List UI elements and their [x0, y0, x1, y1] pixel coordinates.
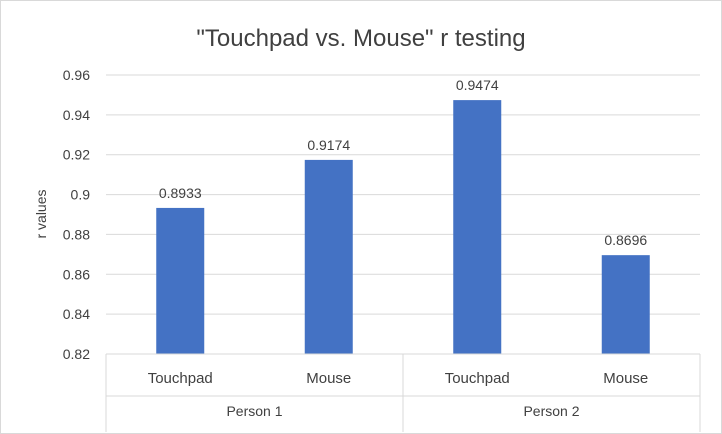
data-label: 0.9174 [307, 137, 350, 153]
data-label: 0.8696 [604, 232, 647, 248]
bar [156, 207, 205, 354]
y-tick-label: 0.86 [63, 266, 90, 282]
bars: 0.8933 0.9174 0.9474 0.8696 [156, 77, 650, 354]
data-label: 0.9474 [456, 77, 499, 93]
x-category-label: Mouse [306, 370, 351, 387]
y-tick-label: 0.96 [63, 67, 90, 83]
y-tick-label: 0.9 [71, 187, 91, 203]
x-group-label: Person 2 [523, 403, 579, 419]
y-tick-label: 0.84 [63, 306, 90, 322]
y-tick-label: 0.82 [63, 346, 90, 362]
y-axis-label: r values [33, 189, 49, 238]
y-tick-label: 0.92 [63, 147, 90, 163]
y-axis-ticks: 0.82 0.84 0.86 0.88 0.9 0.92 0.94 0.96 [63, 67, 90, 362]
x-group-label: Person 1 [226, 403, 282, 419]
y-tick-label: 0.94 [63, 107, 90, 123]
x-axis: Touchpad Mouse Person 1 Touchpad Mouse Person… [105, 353, 701, 432]
bar [601, 255, 650, 354]
chart-title: "Touchpad vs. Mouse" r testing [196, 25, 525, 52]
gridlines [106, 74, 700, 355]
x-category-label: Mouse [603, 370, 648, 387]
x-category-label: Touchpad [148, 370, 213, 387]
bar [453, 100, 502, 354]
data-label: 0.8933 [159, 185, 202, 201]
x-category-label: Touchpad [445, 370, 510, 387]
bar [304, 159, 353, 354]
y-tick-label: 0.88 [63, 226, 90, 242]
